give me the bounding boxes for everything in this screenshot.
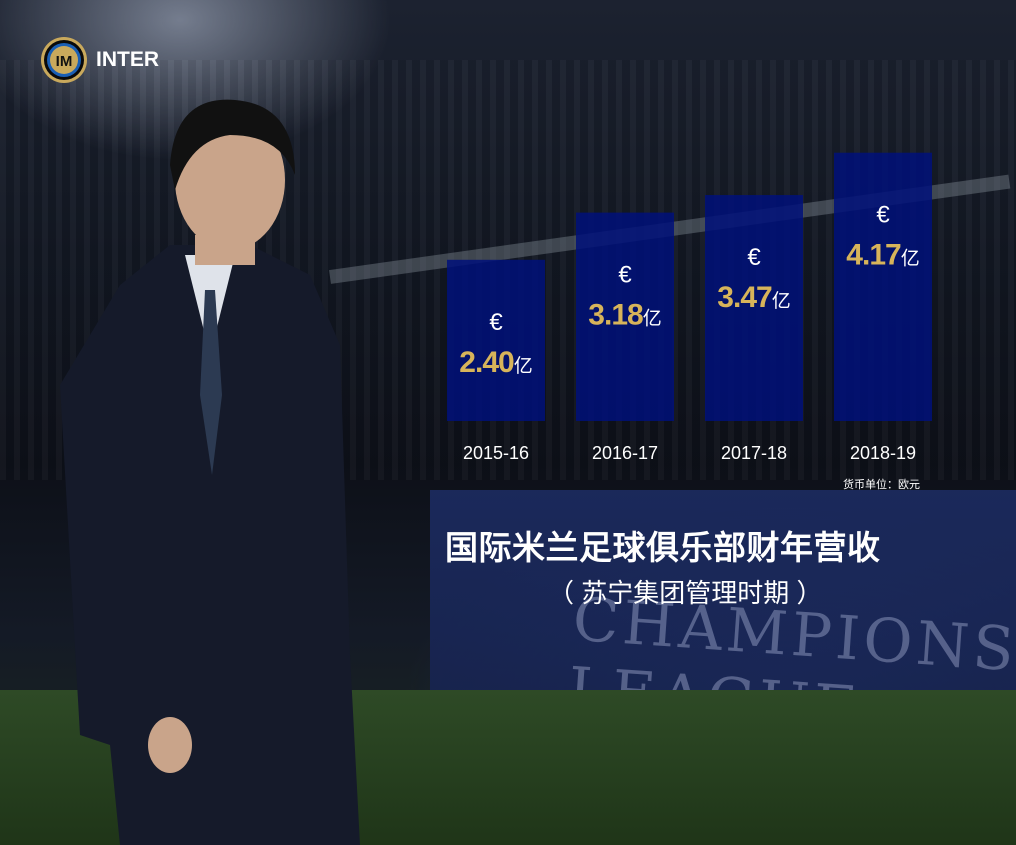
value-label: 4.17 [846,239,901,272]
unit-label: 亿 [643,308,662,330]
brand-name: INTER [96,48,159,71]
bar [447,259,545,421]
unit-label: 亿 [772,290,791,312]
unit-label: 亿 [901,248,920,270]
chart-subtitle: （ 苏宁集团管理时期 ） [548,578,823,608]
data-label: 2.40亿 [459,346,532,379]
category-label: 2017-18 [721,443,787,463]
data-label: 4.17亿 [846,239,919,272]
data-label: 3.47亿 [717,281,790,314]
currency-symbol: € [747,244,761,271]
value-label: 3.18 [588,299,643,332]
bar [576,212,674,421]
value-label: 3.47 [717,281,772,314]
unit-label: 亿 [514,355,533,377]
inter-crest-icon: IM [41,37,87,83]
bar [705,195,803,421]
currency-symbol: € [618,262,632,289]
category-label: 2018-19 [850,443,916,463]
data-label: 3.18亿 [588,299,661,332]
currency-symbol: € [489,309,503,336]
value-label: 2.40 [459,346,514,379]
chart-title: 国际米兰足球俱乐部财年营收 [445,529,881,566]
bar [834,152,932,421]
person-photo [60,99,360,845]
svg-text:IM: IM [56,53,73,70]
category-label: 2016-17 [592,443,658,463]
currency-symbol: € [876,202,890,229]
category-label: 2015-16 [463,443,529,463]
currency-unit-note: 货币单位：欧元 [843,479,920,491]
inter-logo: IM INTER [40,36,159,84]
